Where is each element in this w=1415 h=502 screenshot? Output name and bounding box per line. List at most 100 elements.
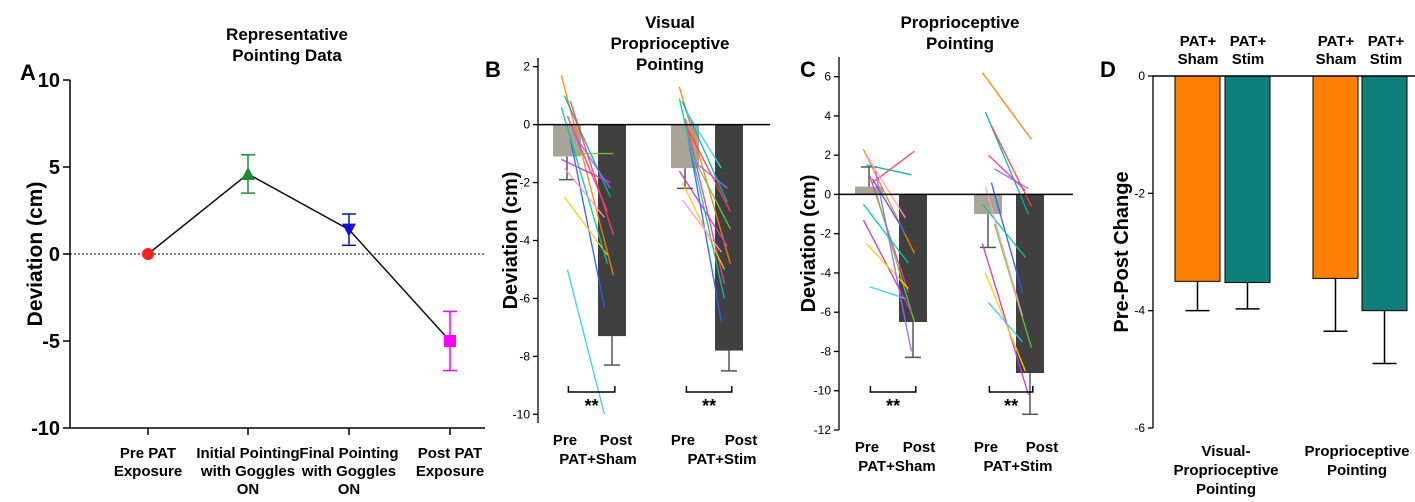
subject-line [561,158,611,184]
bar-label: Pre [974,439,998,456]
data-point [342,223,356,237]
bar-label: Post [600,432,633,449]
significance-stars: ** [702,396,716,416]
y-tick-label: -10 [513,407,531,421]
y-tick-label: 4 [824,109,831,123]
y-tick-label: 0 [523,118,530,132]
bar-label: Post [1026,439,1059,456]
bar-label: PAT+ [1368,33,1405,50]
bar [1174,75,1221,282]
x-category-label: Exposure [114,463,182,480]
subject-line [687,130,732,212]
bar-label: Stim [1370,51,1403,68]
y-tick-label: 0 [1138,69,1145,83]
y-tick-label: -8 [519,349,530,363]
subject-line [981,72,1032,140]
significance-bracket [869,386,917,393]
significance-stars: ** [1004,396,1018,416]
y-tick-label: 6 [824,70,831,84]
subject-line [572,132,611,189]
significance-bracket [685,386,733,393]
y-tick-label: -2 [1134,186,1145,200]
subject-line [984,186,1024,317]
significance-stars: ** [585,396,599,416]
data-point [241,166,255,180]
y-axis-label: Deviation (cm) [24,182,47,327]
subject-line [563,196,608,256]
x-category-label: Pointing [1327,462,1387,479]
bar-label: PAT+ [1318,33,1355,50]
x-category-label: Exposure [416,463,484,480]
panel-a-title: Pointing Data [232,46,342,65]
subject-line [865,243,909,290]
panel-title: Pointing [636,55,704,74]
significance-stars: ** [886,396,900,416]
subject-line [987,301,1023,343]
bar-label: Pre [855,439,879,456]
y-tick-label: 0 [49,244,60,266]
y-tick-label: 10 [38,70,60,92]
bar [1361,75,1408,312]
y-tick-label: 2 [523,60,530,74]
subject-line [874,170,913,352]
panel-letter: B [485,57,501,82]
subject-line [563,167,605,218]
bar-label: PAT+ [1180,33,1217,50]
significance-bracket [988,386,1034,393]
bar [855,186,883,195]
y-tick-label: -4 [519,234,530,248]
y-tick-label: -2 [519,176,530,190]
subject-line [566,269,606,415]
bar-label: Stim [1232,51,1265,68]
x-category-label: Post PAT [418,445,482,462]
x-category-label: Proprioceptive [1173,462,1278,479]
y-tick-label: 2 [824,148,831,162]
subject-line [560,107,609,264]
subject-line [990,125,1033,207]
panel-title: Visual [645,13,695,32]
bar [1224,75,1271,284]
panel-b: B Visual Proprioceptive Pointing Deviation (… [485,13,770,468]
bar-label: Post [725,432,758,449]
y-axis-label: Deviation (cm) [798,175,820,313]
x-category-label: Pre PAT [120,445,176,462]
y-tick-label: -5 [42,331,60,353]
bar [715,124,743,351]
significance-bracket [567,386,616,393]
x-category-label: with Goggles [200,463,295,480]
subject-line [981,203,1026,258]
subject-line [871,178,907,235]
y-tick-label: 5 [49,157,60,179]
subject-line [990,182,1024,293]
x-category-label: Final Pointing [299,445,398,462]
y-tick-label: -6 [820,305,831,319]
y-tick-label: -4 [820,266,831,280]
bar-label: PAT+ [1230,33,1267,50]
subject-line [678,86,732,264]
subject-line [563,95,612,198]
subject-line [993,223,1033,348]
bar-label: Pre [671,432,695,449]
x-category-label: ON [338,481,361,498]
data-line [147,173,451,342]
y-tick-label: -2 [820,227,831,241]
subject-line [981,243,1030,395]
bar-label: Sham [1178,51,1219,68]
subject-line [678,170,728,247]
subject-line [569,138,606,308]
y-tick-label: -6 [519,291,530,305]
panel-title: Proprioceptive [900,13,1019,32]
subject-line [678,98,726,299]
subject-line [681,199,722,253]
x-category-label: Initial Pointing [196,445,299,462]
group-label: PAT+Sham [559,451,636,468]
bar-label: Sham [1316,51,1357,68]
subject-line [569,101,615,235]
panel-c: C Proprioceptive Pointing Deviation (cm) 6 4 2… [798,13,1073,475]
bar [1312,75,1359,279]
subject-line [862,203,909,264]
y-tick-label: 0 [824,187,831,201]
bar-label: Pre [553,432,577,449]
subject-line [684,109,722,169]
